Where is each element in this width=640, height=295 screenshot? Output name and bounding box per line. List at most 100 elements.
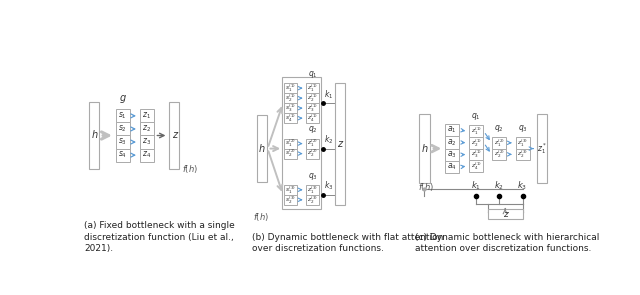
Bar [257,115,267,183]
Text: $a_3$: $a_3$ [447,150,457,160]
Text: $k_2$: $k_2$ [494,180,504,192]
Text: $s_2^{(3)}$: $s_2^{(3)}$ [285,194,296,206]
Text: $z_1$: $z_1$ [142,111,151,121]
Bar [492,149,506,160]
Text: $s_3^{(1)}$: $s_3^{(1)}$ [285,102,296,114]
Text: $s_2^{(2)}$: $s_2^{(2)}$ [285,148,296,159]
Bar [140,135,154,149]
Bar [492,137,506,149]
Text: $z_2^{(1)}$: $z_2^{(1)}$ [307,92,318,104]
Text: $g$: $g$ [118,94,127,106]
Bar [335,83,345,205]
Text: $f(h)$: $f(h)$ [418,181,434,193]
Bar [116,122,129,135]
Text: $z_1^*$: $z_1^*$ [537,141,547,156]
Text: (c) Dynamic bottleneck with hierarchical
attention over discretization functions: (c) Dynamic bottleneck with hierarchical… [415,233,599,253]
Text: $z_4^{(1)}$: $z_4^{(1)}$ [307,112,318,124]
Text: $s_1^{(3)}$: $s_1^{(3)}$ [285,184,296,196]
Bar [445,136,459,149]
Text: $k_3$: $k_3$ [324,180,333,192]
Text: $z_2$: $z_2$ [142,124,151,134]
Bar [445,124,459,136]
Bar [284,93,297,103]
Text: $k_3$: $k_3$ [518,180,527,192]
Text: (a) Fixed bottleneck with a single
discretization function (Liu et al.,
2021).: (a) Fixed bottleneck with a single discr… [84,222,235,253]
Text: $a_2$: $a_2$ [447,137,457,148]
Text: $z_3^{(1)}$: $z_3^{(1)}$ [470,149,481,160]
Text: $q_3$: $q_3$ [308,171,318,182]
Text: $z_1^{(1)}$: $z_1^{(1)}$ [470,126,481,137]
Text: $k_2$: $k_2$ [324,134,333,146]
Text: $z_3^{(1)}$: $z_3^{(1)}$ [307,102,318,114]
Text: $q_1$: $q_1$ [471,112,481,122]
Bar [284,185,297,195]
Text: $a_1$: $a_1$ [447,125,457,135]
Text: $q_3$: $q_3$ [518,123,527,134]
Bar [169,101,179,169]
Text: $z_4^{(1)}$: $z_4^{(1)}$ [470,160,481,172]
Bar [307,195,319,205]
Text: $z_2^{(1)}$: $z_2^{(1)}$ [470,137,481,149]
Bar [307,185,319,195]
Text: $s_1^{(2)}$: $s_1^{(2)}$ [285,138,296,149]
Text: z: z [337,139,342,149]
Text: $z_1^{(2)}$: $z_1^{(2)}$ [307,138,318,149]
Text: $f(h)$: $f(h)$ [182,163,198,176]
Bar [307,93,319,103]
Bar [307,149,319,159]
Text: $s_2^{(1)}$: $s_2^{(1)}$ [285,92,296,104]
Bar [469,125,483,137]
Bar [90,101,99,169]
Bar [516,149,529,160]
Text: $k_1$: $k_1$ [324,88,333,101]
Bar [284,83,297,93]
Text: $s_2$: $s_2$ [118,124,127,134]
Text: $a_4$: $a_4$ [447,162,457,172]
Text: h: h [422,144,428,154]
Text: $z_3$: $z_3$ [142,137,151,147]
Text: $z_1^{(3)}$: $z_1^{(3)}$ [517,137,528,149]
Bar [282,77,321,209]
Bar [140,122,154,135]
Bar [116,149,129,162]
Bar [469,160,483,172]
Bar [469,149,483,160]
Text: $q_1$: $q_1$ [308,69,317,80]
Text: $q_2$: $q_2$ [308,124,317,135]
Text: $z_1^{(1)}$: $z_1^{(1)}$ [307,82,318,94]
Text: $f(h)$: $f(h)$ [253,211,269,223]
Bar [488,209,522,219]
Bar [284,149,297,159]
Text: h: h [92,130,97,140]
Text: $s_4$: $s_4$ [118,150,127,160]
Bar [140,149,154,162]
Bar [284,113,297,123]
Text: $z_1^{(2)}$: $z_1^{(2)}$ [494,137,505,149]
Bar [469,137,483,149]
Text: z: z [172,130,177,140]
Bar [116,135,129,149]
Text: $s_1$: $s_1$ [118,111,127,121]
Bar [445,161,459,173]
Bar [419,114,430,183]
Text: h: h [259,144,265,154]
Text: $z_2^{(2)}$: $z_2^{(2)}$ [494,149,505,160]
Bar [307,103,319,113]
Text: $s_1^{(1)}$: $s_1^{(1)}$ [285,82,296,94]
Text: z: z [502,209,508,219]
Bar [307,139,319,149]
Bar [516,137,529,149]
Text: $s_4^{(1)}$: $s_4^{(1)}$ [285,112,296,124]
Text: $z_4$: $z_4$ [142,150,151,160]
Text: (b) Dynamic bottleneck with flat attention
over discretization functions.: (b) Dynamic bottleneck with flat attenti… [252,233,444,253]
Text: $s_3$: $s_3$ [118,137,127,147]
Bar [307,83,319,93]
Text: $k_1$: $k_1$ [471,180,481,192]
Text: $q_2$: $q_2$ [495,123,504,134]
Bar [284,139,297,149]
Bar [284,195,297,205]
Bar [140,109,154,122]
Bar [445,149,459,161]
Text: $z_1^{(3)}$: $z_1^{(3)}$ [307,184,318,196]
Text: $z_2^{(3)}$: $z_2^{(3)}$ [307,194,318,206]
